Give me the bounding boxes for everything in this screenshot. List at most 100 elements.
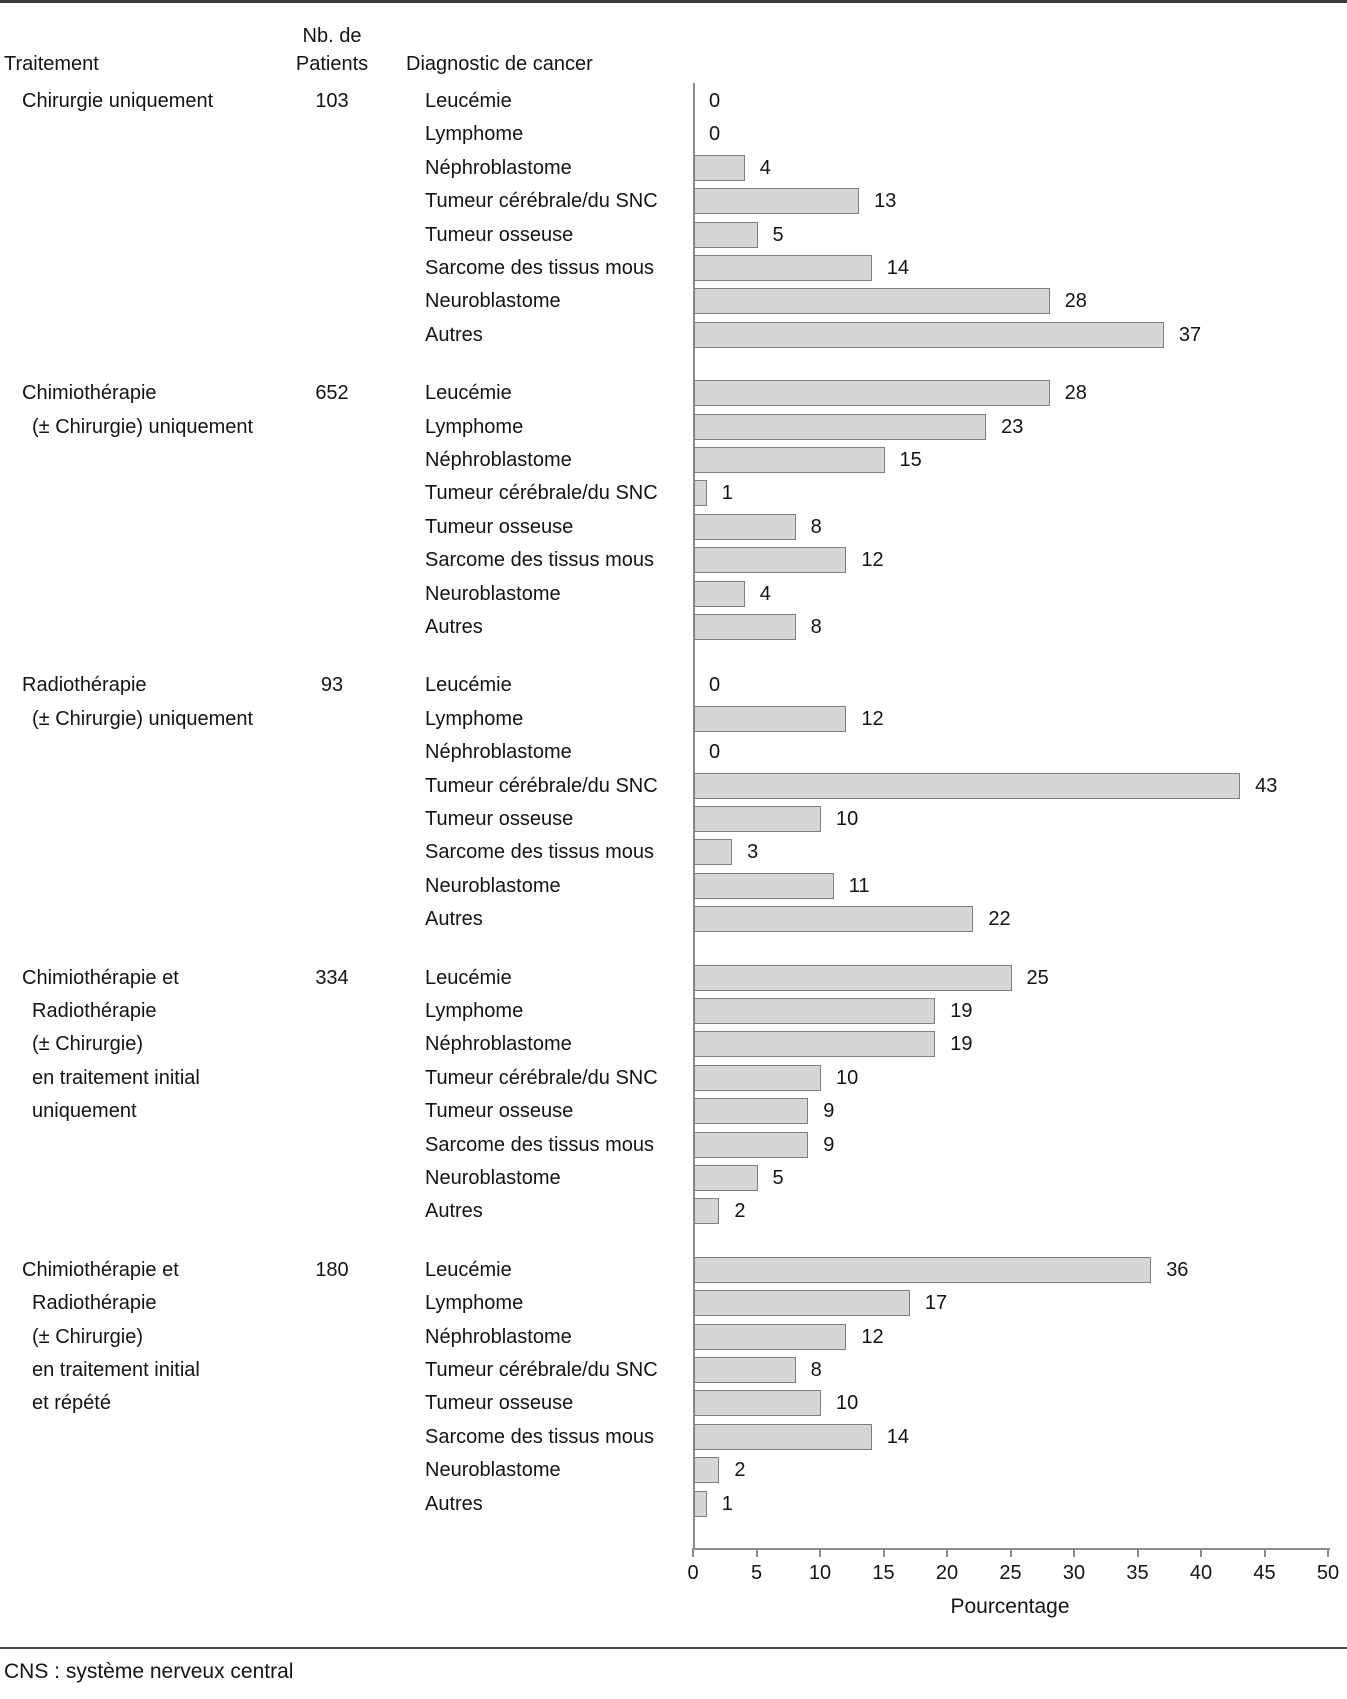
diagnosis-label: Tumeur cérébrale/du SNC (425, 190, 658, 213)
treatment-label: (± Chirurgie) uniquement (32, 707, 254, 730)
bar (694, 480, 707, 507)
bar (694, 1131, 809, 1158)
treatment-label: (± Chirurgie) (32, 1033, 143, 1056)
bar-value-label: 2 (734, 1200, 746, 1223)
patients-count: 180 (315, 1258, 349, 1281)
bar (694, 772, 1241, 799)
diagnosis-label: Tumeur osseuse (425, 515, 574, 538)
bar (694, 288, 1050, 315)
diagnosis-label: Neuroblastome (425, 1459, 561, 1482)
bar-value-label: 0 (709, 741, 721, 764)
bar (694, 1357, 796, 1383)
x-axis-tick (946, 1548, 948, 1557)
bar-value-label: 22 (988, 908, 1011, 931)
x-axis-tick-label: 5 (750, 1562, 763, 1584)
x-axis-line (693, 1548, 1330, 1550)
diagnosis-label: Autres (425, 616, 483, 638)
treatment-label: en traitement initial (32, 1359, 200, 1381)
x-axis-tick-label: 35 (1126, 1562, 1149, 1584)
x-axis-tick-label: 0 (687, 1562, 699, 1584)
x-axis-tick (1263, 1548, 1266, 1557)
bar-value-label: 28 (1064, 290, 1087, 313)
x-axis-tick (1327, 1548, 1329, 1557)
bar (694, 1423, 872, 1450)
treatment-label: (± Chirurgie) uniquement (32, 415, 254, 438)
bar (694, 447, 885, 473)
bar (694, 1390, 821, 1417)
diagnosis-label: Néphroblastome (425, 1325, 572, 1348)
diagnosis-label: Tumeur osseuse (425, 1392, 574, 1415)
diagnosis-label: Neuroblastome (425, 582, 561, 605)
bar (694, 1198, 720, 1225)
diagnosis-label: Lymphome (425, 415, 524, 438)
treatment-label: Chimiothérapie et (22, 1258, 179, 1281)
bar (694, 221, 758, 248)
col-header-patients-line2: Patients (295, 53, 369, 75)
bar-value-label: 4 (759, 156, 771, 179)
diagnosis-label: Neuroblastome (425, 290, 561, 313)
x-axis-tick (692, 1548, 694, 1557)
bar-value-label: 4 (759, 582, 771, 605)
bar-value-label: 9 (823, 1100, 835, 1123)
x-axis-tick-label: 50 (1316, 1562, 1340, 1584)
treatment-label: Radiothérapie (22, 674, 147, 697)
diagnosis-label: Neuroblastome (425, 874, 561, 897)
treatment-label: Chimiothérapie (22, 382, 157, 405)
col-header-diagnostic: Diagnostic de cancer (406, 53, 593, 75)
bar (694, 1031, 936, 1058)
bar-value-label: 12 (861, 707, 884, 730)
bar (694, 705, 847, 732)
x-axis-tick-label: 20 (935, 1562, 959, 1584)
bar-value-label: 0 (709, 674, 721, 697)
bar (694, 1064, 821, 1091)
diagnosis-label: Sarcome des tissus mous (425, 549, 654, 572)
bar (694, 1165, 758, 1191)
bar (694, 906, 974, 933)
x-axis-title: Pourcentage (950, 1595, 1070, 1618)
bar-value-label: 14 (886, 1425, 910, 1448)
bar-value-label: 1 (721, 1492, 733, 1515)
bar-value-label: 10 (836, 1392, 859, 1415)
diagnosis-label: Lymphome (425, 1000, 524, 1022)
bar (694, 839, 733, 866)
col-header-patients-line1: Nb. de (302, 25, 362, 47)
patients-count: 93 (320, 674, 344, 697)
diagnosis-label: Tumeur cérébrale/du SNC (425, 1359, 658, 1381)
diagnosis-label: Tumeur osseuse (425, 1100, 574, 1123)
bar-value-label: 23 (1001, 415, 1024, 438)
bar (694, 255, 872, 281)
bar-value-label: 14 (886, 257, 910, 279)
bar (694, 1323, 847, 1350)
bar-value-label: 13 (874, 190, 897, 213)
diagnosis-label: Lymphome (425, 123, 524, 146)
bar-value-label: 2 (734, 1459, 746, 1482)
bar-value-label: 19 (950, 1000, 973, 1022)
diagnosis-label: Tumeur osseuse (425, 223, 574, 246)
bar-value-label: 8 (810, 616, 822, 638)
x-axis-tick (1136, 1548, 1139, 1557)
x-axis-tick (1200, 1548, 1202, 1557)
treatment-label: (± Chirurgie) (32, 1325, 143, 1348)
bar (694, 513, 796, 540)
bar-value-label: 17 (924, 1292, 948, 1315)
bar (694, 547, 847, 574)
bar-value-label: 36 (1166, 1258, 1189, 1281)
bar-value-label: 9 (823, 1133, 835, 1156)
x-axis-tick (882, 1548, 885, 1557)
bar-value-label: 0 (709, 123, 721, 146)
treatment-label: Radiothérapie (32, 1292, 157, 1315)
x-axis-tick-label: 45 (1253, 1562, 1276, 1584)
treatment-label: Chimiothérapie et (22, 966, 179, 989)
x-axis-tick-label: 40 (1189, 1562, 1213, 1584)
bar (694, 1098, 809, 1125)
bar (694, 1490, 707, 1517)
treatment-label: uniquement (32, 1100, 137, 1123)
diagnosis-label: Tumeur osseuse (425, 808, 574, 830)
diagnosis-label: Sarcome des tissus mous (425, 1425, 654, 1448)
bar-value-label: 8 (810, 1359, 822, 1381)
diagnosis-label: Lymphome (425, 1292, 524, 1315)
diagnosis-label: Néphroblastome (425, 1033, 572, 1056)
diagnosis-label: Sarcome des tissus mous (425, 257, 654, 279)
diagnosis-label: Néphroblastome (425, 156, 572, 179)
